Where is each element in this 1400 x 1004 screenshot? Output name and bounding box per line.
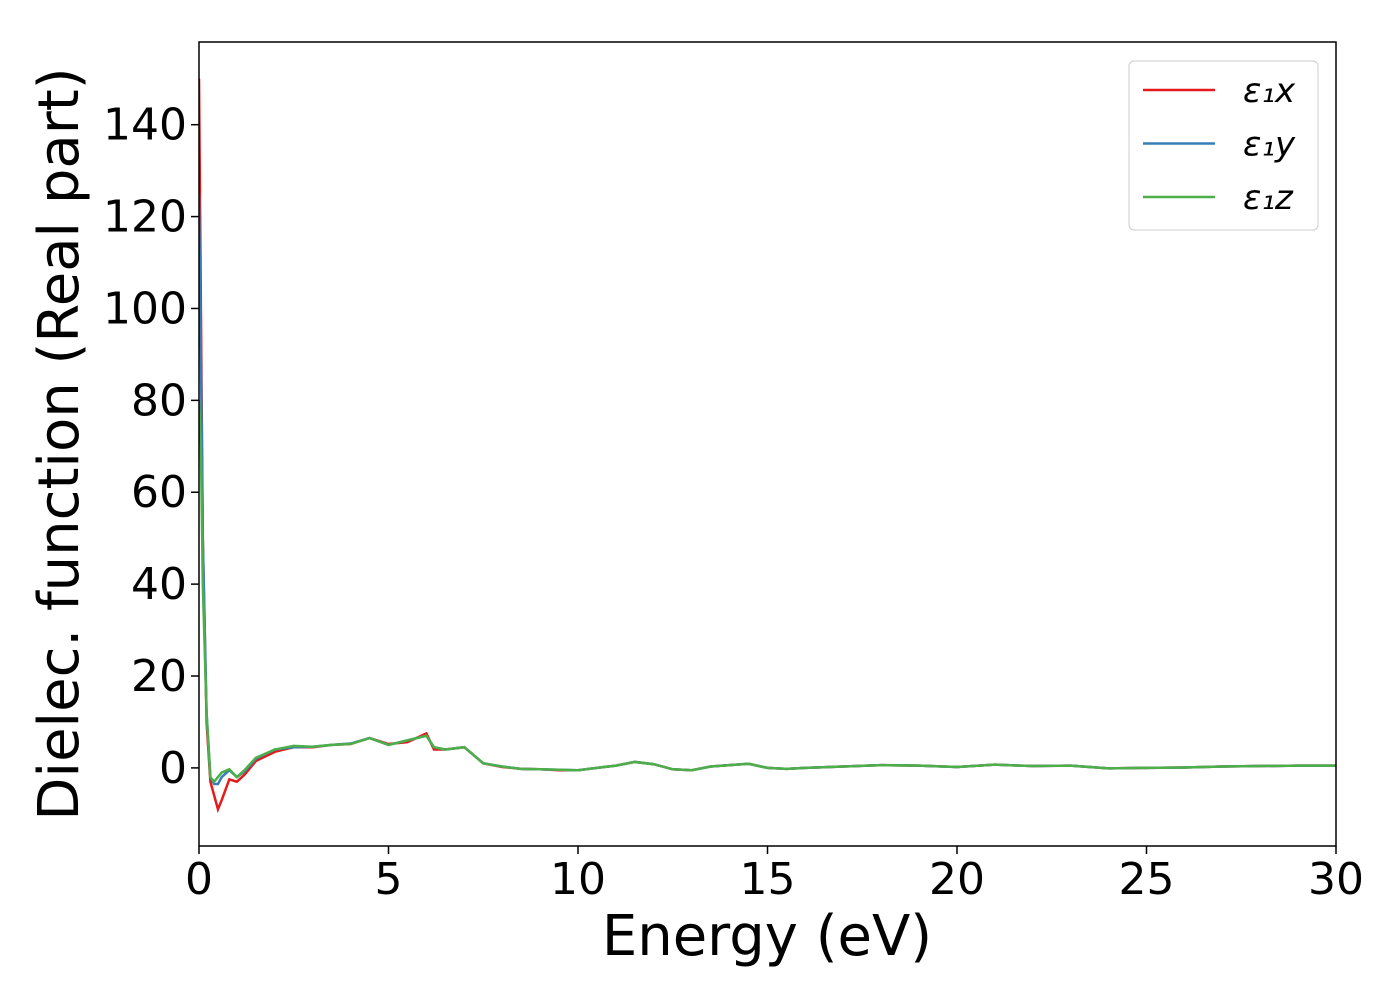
y-tick-label: 20: [131, 651, 187, 702]
y-tick-label: 80: [131, 375, 187, 426]
x-tick-label: 10: [550, 854, 606, 905]
y-tick-label: 140: [103, 100, 187, 151]
x-axis-label: Energy (eV): [602, 904, 932, 969]
x-tick-label: 15: [740, 854, 796, 905]
x-tick-label: 25: [1119, 854, 1175, 905]
x-tick-label: 30: [1308, 854, 1364, 905]
plot-frame: [198, 41, 1337, 847]
x-tick-label: 5: [375, 854, 403, 905]
legend-label: ε₁z: [1243, 178, 1294, 218]
y-tick-label: 100: [103, 283, 187, 334]
x-tick-label: 0: [185, 854, 213, 905]
y-tick-label: 0: [159, 743, 187, 794]
legend-label: ε₁x: [1243, 71, 1296, 111]
y-axis-label: Dielec. function (Real part): [27, 67, 92, 820]
legend-box: [1128, 60, 1319, 231]
y-tick-label: 40: [131, 559, 187, 610]
y-tick-label: 60: [131, 467, 187, 518]
legend-label: ε₁y: [1243, 125, 1296, 165]
series-line: [199, 400, 1336, 784]
x-tick-label: 20: [929, 854, 985, 905]
y-tick-label: 120: [103, 192, 187, 243]
